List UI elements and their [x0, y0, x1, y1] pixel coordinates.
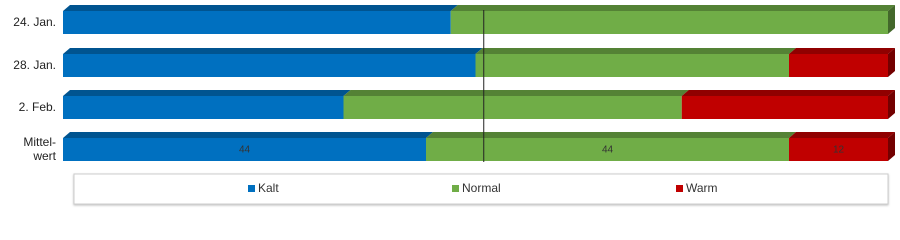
- data-label: 44: [602, 145, 614, 156]
- category-label: 2. Feb.: [18, 100, 56, 114]
- legend-marker: [676, 185, 683, 192]
- bar-front: [450, 11, 888, 34]
- legend-marker: [248, 185, 255, 192]
- bar-front: [63, 11, 451, 34]
- bar-segment: [63, 132, 433, 161]
- bar-top: [789, 48, 895, 54]
- bar-side: [888, 5, 895, 34]
- bar-front: [63, 96, 344, 119]
- bar-front: [426, 138, 789, 161]
- bar-front: [63, 138, 426, 161]
- bar-front: [63, 54, 476, 77]
- bar-front: [789, 138, 888, 161]
- bar-front: [681, 96, 888, 119]
- chart: 44 44 12 Kalt Normal Warm 24. Jan. 28. Jan. 2. …: [13, 5, 895, 205]
- legend-label: Normal: [462, 181, 501, 195]
- bar-top: [681, 90, 895, 96]
- bar-top: [63, 90, 351, 96]
- bar-front: [343, 96, 682, 119]
- bar-side: [888, 132, 895, 161]
- bar-top: [475, 48, 796, 54]
- bar-segment: [789, 48, 895, 77]
- bar-segment: [681, 90, 895, 119]
- bar-side: [888, 90, 895, 119]
- bar-top: [450, 5, 895, 11]
- bar-segment: [426, 132, 796, 161]
- bar-segment: [450, 5, 895, 34]
- data-label: 12: [833, 145, 845, 156]
- bar-top: [63, 132, 433, 138]
- legend-label: Warm: [686, 181, 718, 195]
- category-label: 24. Jan.: [13, 15, 56, 29]
- bar-top: [789, 132, 895, 138]
- bar-top: [343, 90, 689, 96]
- bar-segment: [343, 90, 689, 119]
- bar-segment: [63, 48, 483, 77]
- chart-svg: 44 44 12 Kalt Normal Warm: [63, 5, 895, 205]
- bar-segment: [475, 48, 796, 77]
- category-label: Mittel- wert: [23, 135, 56, 163]
- bar-segment: [789, 132, 895, 161]
- bar-top: [426, 132, 796, 138]
- category-label: 28. Jan.: [13, 58, 56, 72]
- data-label: 44: [239, 145, 251, 156]
- legend-label: Kalt: [258, 181, 279, 195]
- legend-marker: [452, 185, 459, 192]
- bar-front: [789, 54, 888, 77]
- bar-side: [888, 48, 895, 77]
- bar-segment: [63, 90, 351, 119]
- bar-front: [475, 54, 789, 77]
- bar-top: [63, 48, 483, 54]
- legend-box: [73, 173, 889, 205]
- bar-segment: [63, 5, 458, 34]
- bar-top: [63, 5, 458, 11]
